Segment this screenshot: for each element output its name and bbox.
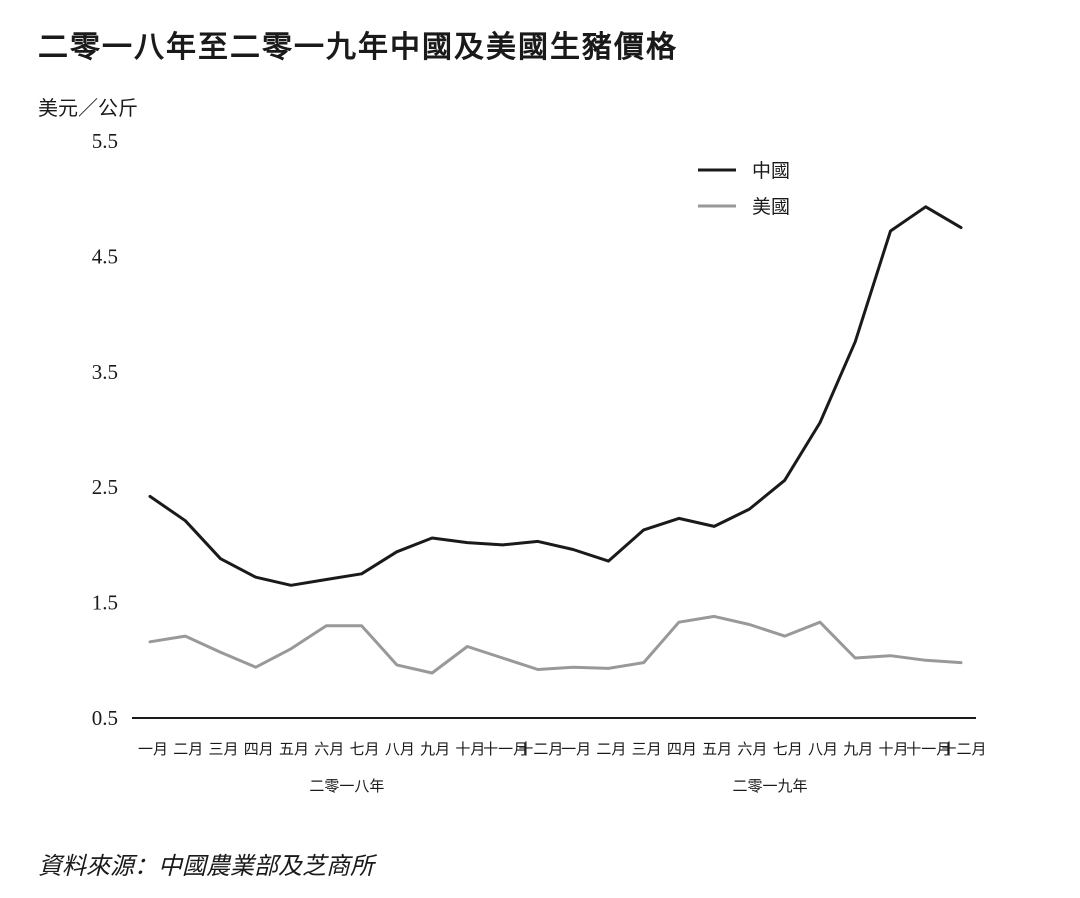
x-tick-label: 六月: [737, 740, 767, 758]
series-line-1: [148, 614, 963, 675]
x-tick-label: 十一月: [906, 740, 951, 758]
x-tick-label: 二月: [596, 740, 626, 758]
x-tick-label: 五月: [702, 740, 732, 758]
y-tick-label: 4.5: [92, 244, 118, 268]
x-tick-label: 三月: [209, 740, 239, 758]
y-tick-labels: 5.5 4.5 3.5 2.5 1.5 0.5: [92, 129, 118, 730]
x-tick-label: 九月: [420, 740, 450, 758]
legend-label: 美國: [752, 196, 790, 218]
x-tick-label: 十一月: [483, 740, 528, 758]
x-tick-label: 十二月: [941, 740, 986, 758]
y-tick-label: 1.5: [92, 591, 118, 615]
year-label: 二零一九年: [733, 777, 808, 795]
x-tick-label: 七月: [773, 740, 803, 758]
x-tick-label: 一月: [561, 740, 591, 758]
x-tick-label: 五月: [279, 740, 309, 758]
x-tick-label: 三月: [632, 740, 662, 758]
x-tick-label: 六月: [314, 740, 344, 758]
series-line-0: [148, 205, 963, 587]
chart-title: 二零一八年至二零一九年中國及美國生豬價格: [38, 30, 678, 65]
y-tick-label: 0.5: [92, 706, 118, 730]
x-tick-label: 十月: [878, 740, 908, 758]
x-tick-label: 二月: [173, 740, 203, 758]
legend-label: 中國: [752, 160, 790, 182]
y-axis-unit-label: 美元／公斤: [38, 96, 138, 120]
x-tick-label: 一月: [138, 740, 168, 758]
x-tick-label: 十月: [455, 740, 485, 758]
source-note: 資料來源：中國農業部及芝商所: [38, 852, 374, 880]
x-tick-label: 四月: [244, 740, 274, 758]
y-tick-label: 5.5: [92, 129, 118, 153]
series-lines: [148, 205, 963, 675]
year-label: 二零一八年: [309, 777, 384, 795]
y-tick-label: 2.5: [92, 475, 118, 499]
x-tick-label: 八月: [808, 740, 838, 758]
y-tick-label: 3.5: [92, 360, 118, 384]
x-tick-label: 八月: [385, 740, 415, 758]
x-tick-label: 十二月: [518, 740, 563, 758]
year-labels: 二零一八年 二零一九年: [309, 777, 807, 795]
x-tick-label: 七月: [350, 740, 380, 758]
x-tick-label: 九月: [843, 740, 873, 758]
x-tick-label: 四月: [667, 740, 697, 758]
